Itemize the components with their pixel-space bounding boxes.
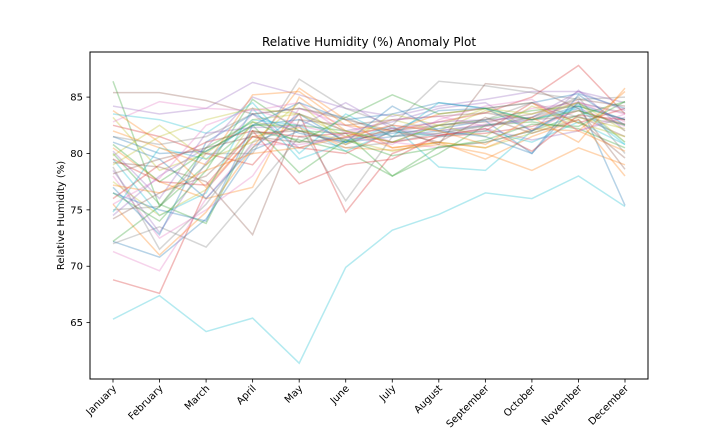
x-tick-label: April bbox=[235, 383, 259, 407]
y-tick-label: 80 bbox=[70, 149, 83, 160]
series-line-12 bbox=[112, 100, 626, 206]
series-line-16 bbox=[112, 112, 626, 237]
x-tick-label: January bbox=[84, 383, 119, 418]
series-line-30 bbox=[112, 100, 626, 135]
x-axis: January February March April May June July Augu… bbox=[84, 379, 632, 430]
series-line-38 bbox=[112, 116, 626, 175]
series-line-42 bbox=[112, 87, 626, 194]
series-line-13 bbox=[112, 95, 626, 200]
series-line-9 bbox=[112, 109, 626, 189]
series-line-7 bbox=[113, 91, 626, 132]
series-line-2 bbox=[112, 64, 626, 295]
series-line-8 bbox=[112, 81, 626, 118]
x-tick-label: March bbox=[183, 383, 212, 412]
series-line-33 bbox=[112, 100, 626, 183]
series-line-17 bbox=[112, 96, 626, 251]
series-line-25 bbox=[112, 78, 626, 211]
series-line-23 bbox=[112, 101, 626, 200]
series-line-21 bbox=[112, 103, 626, 236]
series-line-43 bbox=[112, 98, 626, 205]
series-line-24 bbox=[112, 87, 626, 257]
series-line-39 bbox=[112, 101, 626, 166]
x-tick-label: February bbox=[127, 383, 166, 422]
y-tick-label: 65 bbox=[70, 318, 83, 329]
series-line-19 bbox=[112, 107, 626, 240]
series-line-29 bbox=[112, 101, 626, 160]
series-line-14 bbox=[112, 121, 626, 225]
series-line-37 bbox=[112, 90, 626, 200]
x-tick-label: September bbox=[445, 383, 492, 430]
series-line-27 bbox=[112, 89, 626, 217]
y-axis: 65 70 75 80 85 bbox=[70, 93, 90, 329]
plot-area-frame bbox=[89, 51, 649, 380]
series-line-6 bbox=[112, 81, 626, 208]
series-line-22 bbox=[112, 98, 626, 223]
x-tick-label: October bbox=[502, 383, 539, 420]
x-tick-label: May bbox=[283, 383, 305, 405]
x-tick-label: July bbox=[377, 383, 398, 404]
series-line-10 bbox=[112, 101, 626, 172]
series-line-26 bbox=[112, 118, 626, 213]
series-line-11 bbox=[112, 109, 626, 214]
series-line-32 bbox=[112, 90, 626, 166]
series-line-3 bbox=[112, 105, 626, 259]
series-line-31 bbox=[112, 93, 626, 200]
y-tick-label: 70 bbox=[70, 262, 83, 273]
series-line-18 bbox=[112, 113, 626, 234]
series-line-15 bbox=[112, 105, 626, 217]
series-line-4 bbox=[112, 101, 626, 249]
y-tick-label: 85 bbox=[70, 93, 83, 104]
chart-title: Relative Humidity (%) Anomaly Plot bbox=[262, 35, 476, 49]
y-tick-label: 75 bbox=[70, 205, 83, 216]
series-line-35 bbox=[112, 101, 626, 155]
series-line-1 bbox=[112, 175, 626, 365]
series-line-34 bbox=[112, 114, 626, 186]
series-line-36 bbox=[112, 101, 626, 146]
y-axis-label: Relative Humidity (%) bbox=[56, 161, 67, 270]
series-line-40 bbox=[112, 92, 626, 222]
series-line-28 bbox=[112, 82, 626, 220]
series-line-5 bbox=[112, 101, 626, 272]
plot-lines bbox=[112, 64, 626, 365]
x-tick-label: June bbox=[328, 383, 352, 407]
series-line-20 bbox=[112, 116, 626, 217]
x-tick-label: August bbox=[412, 383, 445, 416]
x-tick-label: November bbox=[540, 383, 585, 428]
x-tick-label: December bbox=[587, 383, 632, 428]
series-line-41 bbox=[112, 93, 626, 242]
